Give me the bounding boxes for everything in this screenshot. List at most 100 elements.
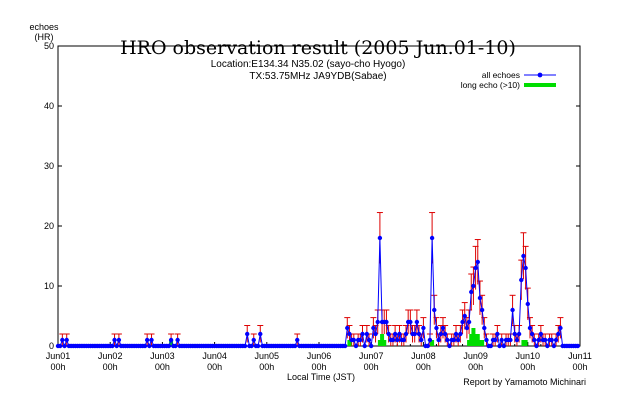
long-echo-bar [382, 340, 387, 346]
data-point [499, 337, 504, 343]
data-point [369, 343, 374, 349]
data-point [251, 337, 256, 343]
data-point [295, 337, 300, 343]
data-point [397, 331, 402, 337]
data-point [551, 343, 557, 349]
data-point [536, 337, 541, 343]
data-point [427, 337, 433, 343]
data-point [144, 337, 150, 343]
data-point [471, 283, 476, 289]
data-point [362, 343, 367, 349]
data-point [525, 301, 530, 307]
long-echo-bar [475, 334, 480, 346]
data-point [408, 319, 413, 325]
x-tick-label-hour: 00h [416, 362, 431, 372]
y-tick-label: 40 [44, 101, 54, 111]
y-tick-label: 20 [44, 221, 54, 231]
x-tick-label-date: Jun05 [255, 351, 280, 361]
x-tick-label-date: Jun08 [411, 351, 436, 361]
long-echo-bar [473, 334, 478, 346]
x-tick-label-hour: 00h [364, 362, 379, 372]
data-point [508, 337, 513, 343]
data-point [110, 343, 115, 349]
data-point [492, 337, 498, 343]
data-point [501, 343, 507, 349]
data-point [484, 337, 489, 343]
data-point [432, 307, 437, 313]
x-tick-label-hour: 00h [468, 362, 483, 372]
data-point [534, 343, 539, 349]
data-point [64, 337, 69, 343]
long-echo-bar [469, 334, 474, 346]
data-point [512, 331, 517, 337]
data-point [527, 325, 533, 331]
data-point [521, 253, 526, 259]
data-point [249, 343, 254, 349]
long-echo-bar [471, 328, 476, 346]
x-tick-label-hour: 00h [50, 362, 65, 372]
data-point [425, 343, 430, 349]
y-tick-label: 10 [44, 281, 54, 291]
data-point [62, 343, 67, 349]
data-point [538, 331, 544, 337]
data-point [57, 343, 63, 349]
chart-subtitle-tx: TX:53.75MHz JA9YDB(Sabae) [249, 71, 386, 82]
error-bars [59, 212, 564, 346]
x-tick-label-date: Jun10 [516, 351, 541, 361]
data-point [519, 277, 524, 283]
data-point [175, 337, 180, 343]
data-point [516, 331, 522, 337]
data-point [114, 343, 119, 349]
data-point [353, 343, 359, 349]
data-point [412, 331, 417, 337]
data-point [453, 331, 459, 337]
data-point [543, 337, 548, 343]
data-point [497, 343, 502, 349]
long-echo-bar [169, 340, 174, 346]
data-point [549, 337, 554, 343]
x-tick-label-hour: 00h [311, 362, 326, 372]
y-axis-label-line2: (HR) [35, 32, 54, 42]
data-point [173, 343, 178, 349]
x-tick-label-date: Jun06 [307, 351, 332, 361]
data-point [434, 325, 439, 331]
data-point [510, 307, 515, 313]
x-tick-label-date: Jun03 [150, 351, 175, 361]
data-point [456, 337, 461, 343]
x-tick-label-hour: 00h [520, 362, 535, 372]
x-tick-label-date: Jun02 [98, 351, 123, 361]
data-point [532, 337, 537, 343]
data-point [464, 325, 470, 331]
data-point [466, 319, 472, 325]
data-point [440, 325, 446, 331]
y-axis-label-line1: echoes [29, 22, 59, 32]
data-point [116, 337, 122, 343]
data-point [245, 331, 250, 337]
data-point [112, 337, 117, 343]
data-point [142, 343, 148, 349]
data-point [460, 319, 465, 325]
data-point [403, 331, 409, 337]
data-point [358, 337, 363, 343]
data-point [366, 337, 372, 343]
data-point [445, 337, 450, 343]
x-tick-label-date: Jun04 [202, 351, 227, 361]
x-tick-label-hour: 00h [207, 362, 222, 372]
data-point [373, 331, 378, 337]
data-point [479, 307, 485, 313]
legend-marker-all-echoes [537, 72, 543, 78]
plot-border [57, 45, 581, 347]
data-point [575, 343, 581, 349]
data-point [556, 331, 561, 337]
y-axis-ticks: 0 10 20 30 40 50 [44, 41, 580, 351]
chart-subtitle-location: Location:E134.34 N35.02 (sayo-cho Hyogo) [211, 59, 406, 70]
data-point [469, 289, 474, 295]
data-point [395, 337, 400, 343]
x-axis-label: Local Time (JST) [287, 372, 355, 382]
data-point [364, 331, 370, 337]
data-point [255, 343, 261, 349]
data-point [558, 325, 563, 331]
data-point [258, 331, 263, 337]
long-echo-bar [380, 334, 385, 346]
